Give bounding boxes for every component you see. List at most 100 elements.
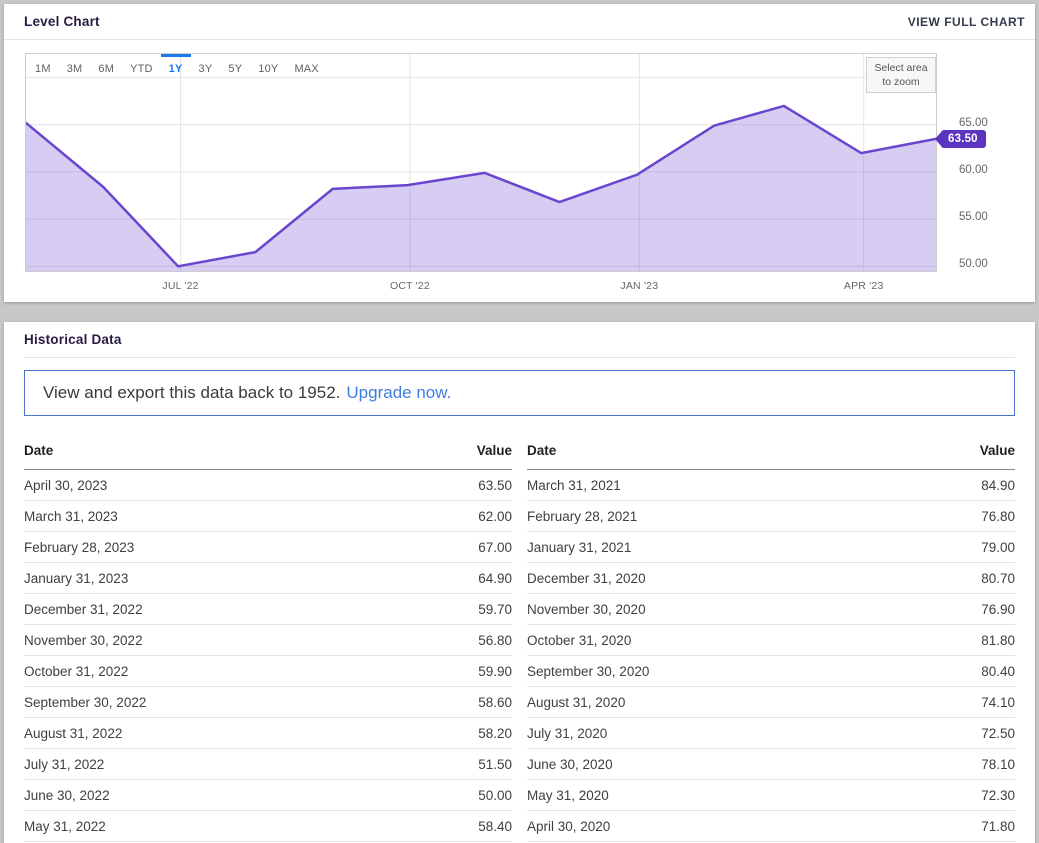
value-cell: 62.00 [402,500,512,532]
historical-table-left: Date Value April 30, 2023 63.50 March 31, 20… [24,428,512,842]
date-cell: July 31, 2020 [527,717,906,749]
range-button-5y[interactable]: 5Y [228,63,243,75]
historical-data-header: Historical Data [24,322,1015,358]
y-axis-tick-label: 55.00 [959,211,988,224]
date-cell: October 31, 2022 [24,655,403,687]
level-chart-header: Level Chart VIEW FULL CHART [4,4,1035,40]
value-cell: 63.50 [402,469,512,501]
y-axis-tick-label: 60.00 [959,163,988,176]
column-header-value: Value [905,428,1015,470]
range-button-3y[interactable]: 3Y [198,63,213,75]
range-selector: 1M 3M 6M YTD 1Y 3Y 5Y 10Y MAX [27,54,327,82]
date-cell: December 31, 2022 [24,593,403,625]
value-cell: 76.90 [905,593,1015,625]
table-row: February 28, 2021 76.80 [527,500,1015,532]
table-row: June 30, 2022 50.00 [24,779,512,811]
range-button-ytd[interactable]: YTD [130,63,153,75]
table-row: March 31, 2023 62.00 [24,500,512,532]
x-axis-tick-label: JUL '22 [162,280,199,292]
value-cell: 80.70 [905,562,1015,594]
value-cell: 56.80 [402,624,512,656]
date-cell: October 31, 2020 [527,624,906,656]
chart-plot-area[interactable]: 1M 3M 6M YTD 1Y 3Y 5Y 10Y MAX Select area to zoo… [25,53,937,272]
table-row: April 30, 2023 63.50 [24,469,512,501]
historical-data-title: Historical Data [24,332,122,347]
view-full-chart-link[interactable]: VIEW FULL CHART [907,14,1025,29]
table-row: February 28, 2023 67.00 [24,531,512,563]
table-row: May 31, 2022 58.40 [24,810,512,842]
date-cell: March 31, 2021 [527,469,906,501]
upgrade-banner: View and export this data back to 1952. … [24,370,1015,416]
value-cell: 80.40 [905,655,1015,687]
x-axis-tick-label: JAN '23 [620,280,659,292]
value-cell: 71.80 [905,810,1015,842]
date-cell: May 31, 2022 [24,810,403,842]
table-row: September 30, 2020 80.40 [527,655,1015,687]
value-cell: 58.20 [402,717,512,749]
range-button-max[interactable]: MAX [294,63,319,75]
value-cell: 78.10 [905,748,1015,780]
range-button-6m[interactable]: 6M [98,63,115,75]
date-cell: June 30, 2022 [24,779,403,811]
level-chart-title: Level Chart [24,14,100,29]
x-axis-tick-label: APR '23 [843,280,884,292]
table-row: October 31, 2020 81.80 [527,624,1015,656]
value-cell: 84.90 [905,469,1015,501]
table-row: July 31, 2022 51.50 [24,748,512,780]
date-cell: April 30, 2020 [527,810,906,842]
date-cell: July 31, 2022 [24,748,403,780]
table-header-row: Date Value [24,428,512,470]
table-row: August 31, 2020 74.10 [527,686,1015,718]
table-row: August 31, 2022 58.20 [24,717,512,749]
table-row: November 30, 2022 56.80 [24,624,512,656]
area-chart [26,54,936,271]
value-cell: 64.90 [402,562,512,594]
table-row: January 31, 2023 64.90 [24,562,512,594]
value-cell: 79.00 [905,531,1015,563]
table-row: December 31, 2022 59.70 [24,593,512,625]
value-cell: 59.70 [402,593,512,625]
table-row: April 30, 2020 71.80 [527,810,1015,842]
table-row: November 30, 2020 76.90 [527,593,1015,625]
range-button-1y[interactable]: 1Y [161,54,191,82]
date-cell: June 30, 2020 [527,748,906,780]
value-cell: 58.40 [402,810,512,842]
range-button-10y[interactable]: 10Y [258,63,279,75]
value-cell: 51.50 [402,748,512,780]
table-row: March 31, 2021 84.90 [527,469,1015,501]
date-cell: September 30, 2020 [527,655,906,687]
column-header-date: Date [24,428,403,470]
range-button-3m[interactable]: 3M [66,63,83,75]
value-cell: 67.00 [402,531,512,563]
date-cell: April 30, 2023 [24,469,403,501]
table-row: May 31, 2020 72.30 [527,779,1015,811]
date-cell: November 30, 2020 [527,593,906,625]
value-cell: 72.50 [905,717,1015,749]
historical-table-right: Date Value March 31, 2021 84.90 February 28,… [527,428,1015,842]
table-row: October 31, 2022 59.90 [24,655,512,687]
date-cell: February 28, 2021 [527,500,906,532]
date-cell: March 31, 2023 [24,500,403,532]
table-header-row: Date Value [527,428,1015,470]
value-cell: 81.80 [905,624,1015,656]
range-button-1m[interactable]: 1M [35,63,51,75]
date-cell: November 30, 2022 [24,624,403,656]
historical-data-card: Historical Data View and export this dat… [4,322,1035,843]
date-cell: August 31, 2022 [24,717,403,749]
value-cell: 59.90 [402,655,512,687]
date-cell: January 31, 2021 [527,531,906,563]
date-cell: December 31, 2020 [527,562,906,594]
value-cell: 50.00 [402,779,512,811]
table-row: December 31, 2020 80.70 [527,562,1015,594]
date-cell: September 30, 2022 [24,686,403,718]
date-cell: February 28, 2023 [24,531,403,563]
upgrade-now-link[interactable]: Upgrade now. [346,383,452,402]
zoom-hint: Select area to zoom [866,57,936,94]
y-axis-tick-label: 65.00 [959,116,988,129]
table-row: July 31, 2020 72.50 [527,717,1015,749]
historical-tables: Date Value April 30, 2023 63.50 March 31, 20… [24,428,1015,842]
level-chart-area: 1M 3M 6M YTD 1Y 3Y 5Y 10Y MAX Select area to zoo… [25,53,1035,292]
table-row: September 30, 2022 58.60 [24,686,512,718]
table-row: June 30, 2020 78.10 [527,748,1015,780]
y-axis-tick-label: 50.00 [959,258,988,271]
